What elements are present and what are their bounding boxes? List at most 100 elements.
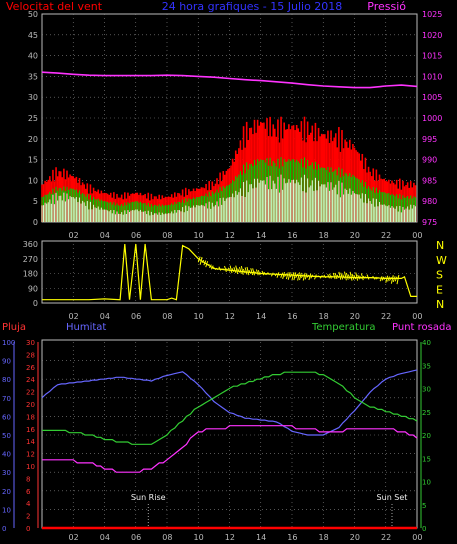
direction-noise — [205, 261, 209, 268]
pressure-y-tick: 1025 — [422, 10, 442, 19]
direction-noise — [390, 275, 394, 284]
x-tick-label: 08 — [162, 231, 172, 240]
x-tick-label: 22 — [381, 533, 391, 542]
direction-noise — [344, 271, 347, 281]
direction-noise — [203, 260, 207, 266]
x-tick-label: 04 — [100, 312, 110, 321]
direction-noise — [387, 276, 390, 282]
rain-y-tick: 12 — [26, 451, 35, 459]
x-tick-label: 10 — [194, 231, 204, 240]
direction-noise — [323, 274, 327, 279]
x-tick-label: 12 — [225, 533, 235, 542]
temperature-y-tick: 5 — [422, 502, 426, 510]
direction-noise — [224, 265, 227, 273]
direction-noise — [314, 274, 317, 280]
direction-noise — [282, 271, 285, 280]
temperature-line — [42, 371, 418, 445]
rain-y-tick: 2 — [26, 513, 30, 521]
direction-noise — [362, 275, 366, 279]
direction-noise — [312, 275, 315, 278]
rain-y-tick: 16 — [26, 426, 35, 434]
direction-noise — [304, 273, 308, 280]
header-wind-label: Velocitat del vent — [6, 0, 103, 13]
direction-noise — [254, 271, 257, 274]
humidity-y-tick: 20 — [2, 488, 11, 496]
rain-y-tick: 14 — [26, 438, 35, 446]
direction-noise — [351, 273, 355, 280]
humidity-line — [41, 369, 418, 436]
direction-noise — [263, 271, 267, 275]
direction-noise — [327, 274, 330, 279]
direction-noise — [229, 265, 233, 274]
x-tick-label: 10 — [194, 312, 204, 321]
temperature-y-tick: 20 — [422, 432, 431, 440]
temperature-y-tick: 25 — [422, 409, 431, 417]
direction-noise — [285, 272, 289, 280]
direction-noise — [308, 273, 312, 281]
direction-noise — [342, 274, 345, 279]
direction-noise — [237, 268, 240, 273]
rain-y-tick: 10 — [26, 463, 35, 471]
direction-noise — [214, 267, 218, 270]
x-tick-label: 00 — [412, 231, 422, 240]
pressure-y-tick: 1020 — [422, 31, 442, 40]
x-tick-label: 06 — [131, 533, 141, 542]
humidity-y-tick: 60 — [2, 413, 11, 421]
pressure-line — [41, 71, 418, 89]
direction-noise — [207, 263, 210, 266]
rain-y-tick: 0 — [26, 525, 30, 533]
rain-y-tick: 26 — [26, 364, 35, 372]
temperatura-label: Temperatura — [311, 322, 376, 333]
direction-noise — [392, 276, 396, 283]
sun-marker-label: Sun Rise — [131, 493, 166, 502]
x-tick-label: 18 — [319, 312, 329, 321]
wind-y-tick: 50 — [28, 10, 38, 19]
direction-noise — [376, 276, 379, 280]
direction-noise — [261, 270, 265, 276]
direction-noise — [297, 272, 300, 281]
humidity-y-tick: 10 — [2, 506, 11, 514]
direction-noise — [293, 272, 297, 281]
x-tick-label: 02 — [69, 533, 79, 542]
direction-noise — [366, 274, 370, 280]
direction-noise — [372, 275, 375, 279]
direction-noise — [226, 268, 229, 272]
x-tick-label: 00 — [412, 312, 422, 321]
pluja-label: Pluja — [2, 322, 26, 333]
x-tick-label: 14 — [256, 231, 266, 240]
temperature-y-tick: 35 — [422, 362, 431, 370]
rain-y-tick: 6 — [26, 488, 31, 496]
rain-y-tick: 24 — [26, 376, 35, 384]
pressure-y-tick: 995 — [422, 135, 437, 144]
direction-noise — [389, 276, 392, 281]
axis-labels: 0510152025303540455097598098599099510001… — [2, 10, 447, 542]
direction-noise — [306, 274, 310, 278]
punt-rosada-label: Punt rosada — [392, 322, 451, 333]
direction-noise — [284, 273, 287, 277]
direction-noise — [231, 268, 235, 272]
pressure-y-tick: 985 — [422, 176, 437, 185]
temperature-y-tick: 15 — [422, 455, 431, 463]
dewpoint-line — [42, 425, 418, 473]
direction-noise — [383, 277, 387, 280]
rain-y-tick: 20 — [26, 401, 35, 409]
direction-noise — [274, 272, 278, 277]
x-tick-label: 22 — [381, 312, 391, 321]
wind-y-tick: 35 — [28, 72, 38, 81]
direction-noise — [332, 272, 336, 280]
direction-noise — [276, 272, 280, 278]
direction-noise — [244, 267, 248, 275]
direction-noise — [295, 273, 299, 279]
x-tick-label: 04 — [100, 533, 110, 542]
direction-noise — [299, 272, 302, 281]
header-title: 24 hora grafiques - 15 Julio 2018 — [162, 0, 343, 13]
humidity-y-tick: 50 — [2, 432, 11, 440]
direction-noise — [287, 271, 291, 280]
temperature-y-tick: 40 — [422, 339, 431, 347]
direction-noise — [319, 275, 323, 279]
direction-noise — [321, 275, 325, 278]
wind-y-tick: 15 — [28, 156, 38, 165]
direction-noise — [381, 276, 385, 281]
x-tick-label: 06 — [131, 312, 141, 321]
